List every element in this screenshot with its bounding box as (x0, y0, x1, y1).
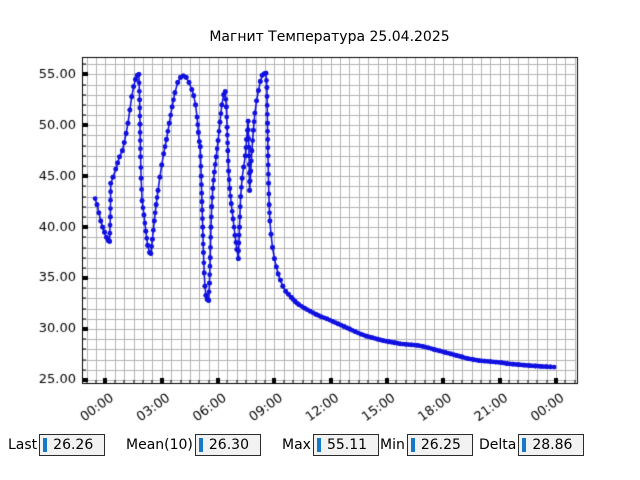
stat-value-field[interactable]: 55.11 (312, 434, 379, 456)
stat-max: Max 55.11 (282, 433, 379, 457)
stat-label: Delta (479, 437, 517, 453)
stat-last: Last 26.26 (8, 433, 106, 457)
stat-label: Mean(10) (126, 437, 193, 453)
temperature-plot (0, 0, 640, 430)
stat-value: 55.11 (326, 437, 368, 453)
stats-bar: Last 26.26 Mean(10) 26.30 Max 55.11 Min (0, 433, 640, 459)
stat-min: Min 26.25 (380, 433, 473, 457)
value-accent-bar (316, 438, 321, 452)
stat-label: Min (380, 437, 405, 453)
stat-value-field[interactable]: 26.25 (406, 434, 473, 456)
stat-value: 26.30 (208, 437, 249, 453)
value-accent-bar (410, 438, 415, 452)
value-accent-bar (43, 438, 48, 452)
stat-value-field[interactable]: 28.86 (518, 434, 585, 456)
stat-label: Last (8, 437, 38, 453)
stat-delta: Delta 28.86 (479, 433, 585, 457)
stat-label: Max (282, 437, 311, 453)
stat-value-field[interactable]: 26.30 (194, 434, 261, 456)
stat-value: 28.86 (532, 437, 573, 453)
value-accent-bar (198, 438, 203, 452)
stat-value-field[interactable]: 26.26 (39, 434, 106, 456)
stat-mean: Mean(10) 26.30 (126, 433, 261, 457)
value-accent-bar (522, 438, 527, 452)
stat-value: 26.25 (420, 437, 461, 453)
stat-value: 26.26 (53, 437, 94, 453)
